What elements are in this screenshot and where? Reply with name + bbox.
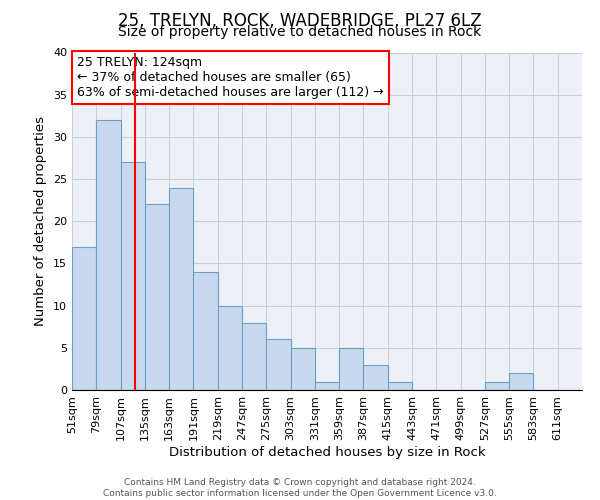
Text: 25 TRELYN: 124sqm
← 37% of detached houses are smaller (65)
63% of semi-detached: 25 TRELYN: 124sqm ← 37% of detached hous… xyxy=(77,56,384,99)
Text: Contains HM Land Registry data © Crown copyright and database right 2024.
Contai: Contains HM Land Registry data © Crown c… xyxy=(103,478,497,498)
Bar xyxy=(218,306,242,390)
Bar xyxy=(121,162,145,390)
Bar xyxy=(339,348,364,390)
Bar xyxy=(485,382,509,390)
Bar xyxy=(242,322,266,390)
Bar xyxy=(315,382,339,390)
Bar xyxy=(388,382,412,390)
X-axis label: Distribution of detached houses by size in Rock: Distribution of detached houses by size … xyxy=(169,446,485,458)
Y-axis label: Number of detached properties: Number of detached properties xyxy=(34,116,47,326)
Bar xyxy=(72,246,96,390)
Bar xyxy=(96,120,121,390)
Bar xyxy=(509,373,533,390)
Bar xyxy=(169,188,193,390)
Bar xyxy=(290,348,315,390)
Bar xyxy=(193,272,218,390)
Text: 25, TRELYN, ROCK, WADEBRIDGE, PL27 6LZ: 25, TRELYN, ROCK, WADEBRIDGE, PL27 6LZ xyxy=(118,12,482,30)
Text: Size of property relative to detached houses in Rock: Size of property relative to detached ho… xyxy=(118,25,482,39)
Bar xyxy=(266,340,290,390)
Bar xyxy=(145,204,169,390)
Bar xyxy=(364,364,388,390)
